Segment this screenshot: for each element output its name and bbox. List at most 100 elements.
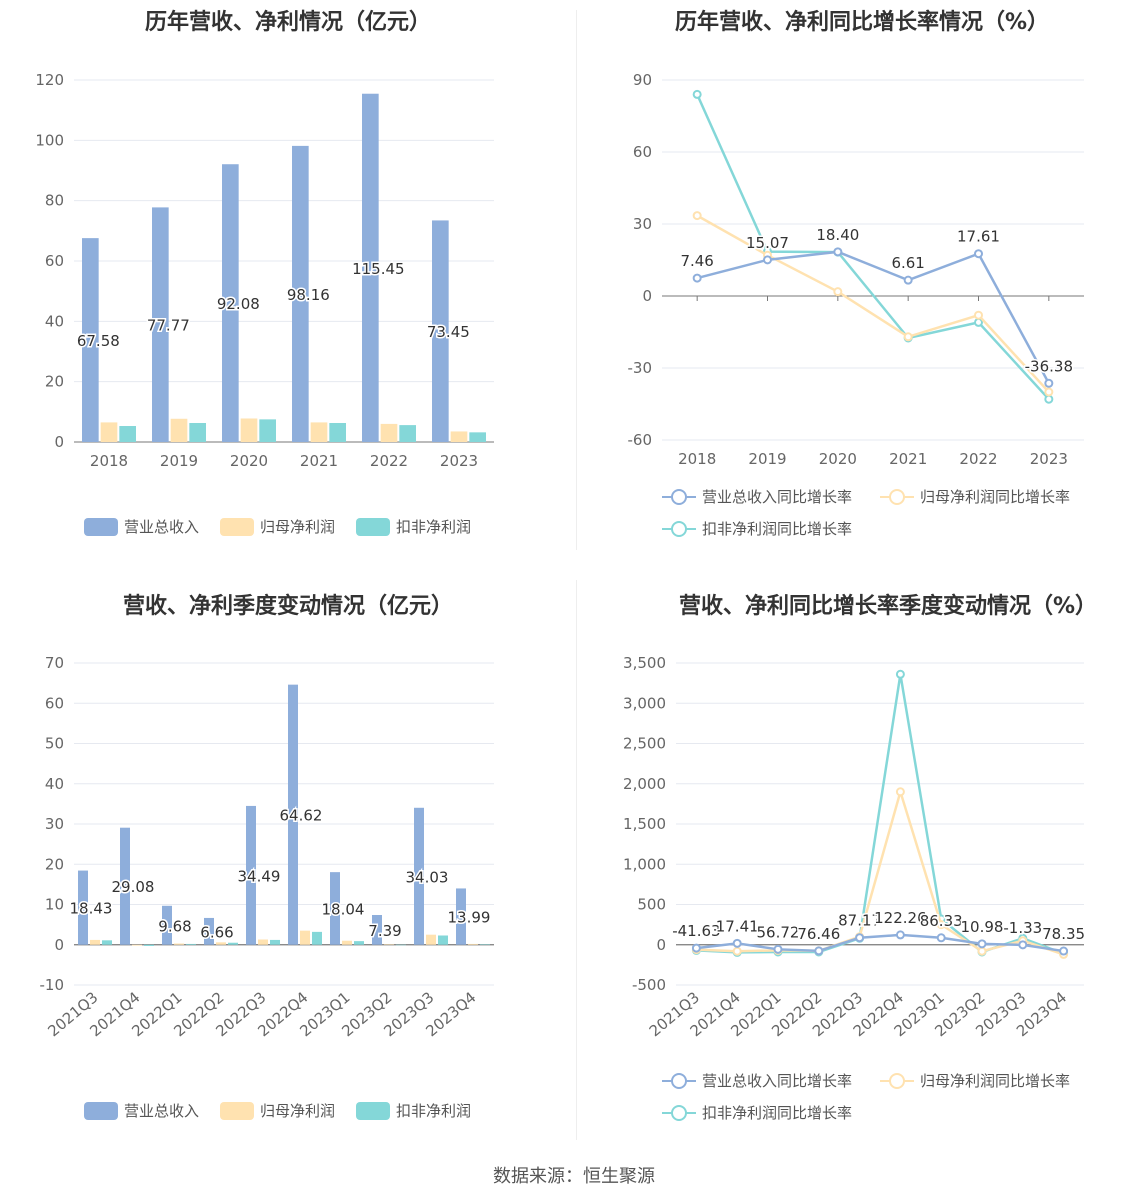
bar-net-profit bbox=[90, 939, 100, 945]
data-label: 34.03 bbox=[406, 868, 449, 886]
legend-label: 营业总收入同比增长率 bbox=[702, 1072, 853, 1090]
bar-revenue bbox=[432, 220, 449, 442]
annual-revenue-profit-chart: 0 20 40 60 80 100 120 2018 2019 2020 2021 2022 2023 6… bbox=[35, 71, 494, 470]
series-line bbox=[696, 787, 1064, 956]
data-label: 64.62 bbox=[280, 807, 323, 825]
y-tick-label: 70 bbox=[45, 654, 64, 672]
panel-divider-top bbox=[576, 10, 577, 550]
data-point bbox=[833, 287, 843, 297]
bar-deducted-profit bbox=[354, 941, 364, 945]
legend-circle bbox=[671, 1104, 687, 1121]
legend-label: 营业总收入同比增长率 bbox=[702, 488, 853, 506]
bar-net-profit bbox=[384, 944, 394, 945]
data-source-note: 数据来源：恒生聚源 bbox=[493, 1166, 655, 1187]
legend-item[interactable]: 扣非净利润 bbox=[356, 1100, 471, 1121]
bar-revenue bbox=[152, 207, 169, 442]
legend-circle bbox=[671, 488, 687, 505]
legend-item[interactable]: 归母净利润 bbox=[220, 516, 335, 537]
legend-item[interactable]: 扣非净利润同比增长率 bbox=[662, 1102, 852, 1123]
data-label: 86.33 bbox=[920, 912, 963, 930]
annual-growth-rate-chart: -60 -30 0 30 60 90 2018 2019 2020 2021 2022 2023 7.4… bbox=[628, 71, 1084, 468]
data-point bbox=[936, 920, 946, 930]
bar-net-profit bbox=[468, 943, 478, 945]
series-line bbox=[696, 93, 1050, 401]
bar-net-profit bbox=[174, 943, 184, 945]
y-tick-label: 1,500 bbox=[623, 815, 666, 833]
data-point bbox=[692, 89, 702, 99]
chart-title: 营收、净利同比增长率季度变动情况（%） bbox=[678, 594, 1098, 619]
legend-label: 扣非净利润 bbox=[396, 518, 472, 536]
legend-item[interactable]: 归母净利润同比增长率 bbox=[880, 486, 1070, 507]
legend-item[interactable]: 扣非净利润 bbox=[356, 516, 471, 537]
bar-net-profit bbox=[342, 940, 352, 945]
legend-item[interactable]: 营业总收入 bbox=[84, 516, 199, 537]
y-tick-label: 0 bbox=[54, 433, 64, 451]
data-point bbox=[974, 317, 983, 327]
legend-item[interactable]: 扣非净利润同比增长率 bbox=[662, 518, 852, 539]
data-label: 56.72 bbox=[757, 923, 800, 941]
bar-net-profit bbox=[300, 930, 310, 945]
quarterly-growth-rate-chart: -50005001,0001,5002,0002,5003,0003,50020… bbox=[623, 654, 1087, 1040]
bar-revenue bbox=[204, 917, 214, 945]
legend-item[interactable]: 营业总收入同比增长率 bbox=[662, 1070, 852, 1091]
series-line bbox=[696, 250, 1050, 384]
bar-deducted-profit bbox=[270, 939, 280, 945]
legend-item[interactable]: 营业总收入同比增长率 bbox=[662, 486, 852, 507]
legend-circle bbox=[671, 520, 687, 537]
bar-deducted-profit bbox=[189, 422, 206, 442]
legend-item[interactable]: 营业总收入 bbox=[84, 1100, 199, 1121]
data-label: 9.68 bbox=[158, 917, 191, 935]
data-label: 18.04 bbox=[322, 900, 365, 918]
y-tick-label: 100 bbox=[35, 131, 64, 149]
data-point bbox=[855, 933, 865, 943]
x-tick-label: 2019 bbox=[160, 452, 198, 470]
chart-title: 营收、净利季度变动情况（亿元） bbox=[122, 594, 453, 619]
legend-swatch bbox=[356, 1101, 390, 1120]
legend-label: 营业总收入 bbox=[124, 1102, 200, 1120]
bar-deducted-profit bbox=[259, 419, 276, 442]
legend-item[interactable]: 归母净利润 bbox=[220, 1100, 335, 1121]
y-tick-label: 40 bbox=[45, 775, 64, 793]
y-tick-label: 60 bbox=[45, 252, 64, 270]
bar-deducted-profit bbox=[396, 944, 406, 946]
data-point bbox=[1044, 387, 1054, 397]
bar-revenue bbox=[82, 238, 99, 442]
data-label: 13.99 bbox=[448, 909, 491, 927]
data-point bbox=[936, 933, 946, 943]
legend-circle bbox=[889, 1072, 905, 1089]
data-label: 7.39 bbox=[368, 922, 401, 940]
x-tick-label: 2020 bbox=[230, 452, 268, 470]
data-label: 34.49 bbox=[238, 867, 281, 885]
legend-swatch bbox=[356, 517, 390, 536]
data-label: 78.35 bbox=[1042, 925, 1085, 943]
bar-revenue bbox=[246, 805, 256, 945]
data-point bbox=[814, 946, 824, 956]
legend-label: 归母净利润同比增长率 bbox=[920, 488, 1071, 506]
y-tick-label: 0 bbox=[642, 287, 652, 305]
bar-deducted-profit bbox=[102, 940, 112, 945]
bar-deducted-profit bbox=[312, 931, 322, 945]
y-tick-label: 20 bbox=[45, 373, 64, 391]
legend-label: 扣非净利润同比增长率 bbox=[702, 520, 853, 538]
data-point bbox=[903, 332, 913, 342]
x-tick-label: 2022 bbox=[370, 452, 408, 470]
data-label: 15.07 bbox=[746, 234, 789, 252]
bar-net-profit bbox=[132, 944, 142, 946]
data-label: 29.08 bbox=[112, 878, 155, 896]
x-tick-label: 2019 bbox=[748, 450, 786, 468]
data-point bbox=[732, 938, 742, 948]
data-point bbox=[977, 946, 987, 956]
x-tick-label: 2020 bbox=[819, 450, 857, 468]
y-tick-label: 10 bbox=[45, 896, 64, 914]
data-label: 6.61 bbox=[891, 254, 924, 272]
bar-deducted-profit bbox=[480, 944, 490, 945]
x-tick-label: 2021 bbox=[889, 450, 927, 468]
quarterly-revenue-profit-chart: -100102030405060702021Q32021Q42022Q12022… bbox=[40, 654, 494, 1040]
y-tick-label: 3,500 bbox=[623, 654, 666, 672]
y-tick-label: 3,000 bbox=[623, 694, 666, 712]
data-label: 18.43 bbox=[70, 900, 113, 918]
legend-item[interactable]: 归母净利润同比增长率 bbox=[880, 1070, 1070, 1091]
y-tick-label: 0 bbox=[656, 936, 666, 954]
data-point bbox=[1059, 946, 1069, 956]
x-tick-label: 2023 bbox=[440, 452, 478, 470]
